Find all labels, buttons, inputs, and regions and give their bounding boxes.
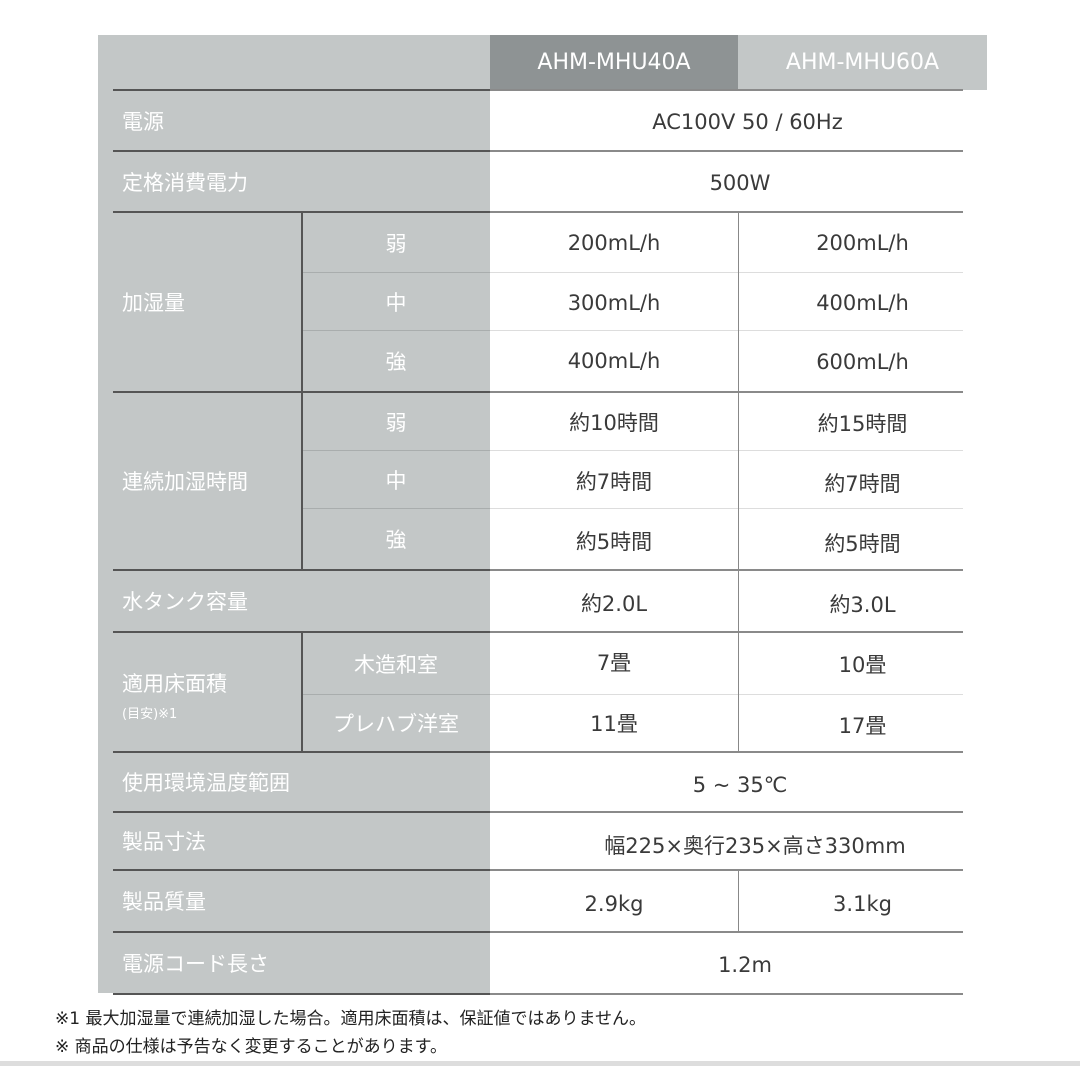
divider: [113, 993, 490, 995]
sub-divider: [302, 272, 490, 273]
v-divider: [738, 571, 739, 751]
v-divider: [738, 213, 739, 569]
level: 強: [385, 350, 407, 374]
value: 10畳: [838, 653, 887, 677]
value: 600mL/h: [816, 350, 909, 374]
bottom-bar: [0, 1061, 1080, 1066]
label-weight: 製品質量: [122, 890, 206, 914]
level: 弱: [385, 410, 407, 435]
value: 約3.0L: [829, 593, 896, 617]
label-tank: 水タンク容量: [122, 590, 248, 614]
divider: [113, 89, 490, 91]
divider: [490, 751, 963, 753]
level: 中: [385, 468, 407, 493]
value: 11畳: [590, 712, 638, 736]
v-divider: [738, 871, 739, 931]
value: 約7時間: [575, 470, 653, 494]
value-size: 幅225×奥行235×高さ330mm: [604, 834, 906, 858]
sub-divider: [302, 330, 490, 331]
value: 約15時間: [817, 412, 908, 436]
divider: [113, 811, 490, 813]
divider: [490, 89, 963, 91]
value: 2.9kg: [584, 892, 644, 916]
label-humidify: 加湿量: [122, 291, 185, 315]
level: 弱: [385, 231, 407, 256]
v-divider: [301, 393, 303, 569]
divider: [113, 391, 490, 393]
header-model-b: AHM-MHU60A: [785, 50, 940, 75]
divider: [113, 569, 490, 571]
label-cord: 電源コード長さ: [122, 952, 269, 976]
value-power: AC100V 50 / 60Hz: [652, 110, 843, 134]
value: 300mL/h: [567, 291, 661, 315]
header-model-a-bg: [490, 35, 738, 90]
label-consumption: 定格消費電力: [122, 170, 248, 195]
value: 400mL/h: [816, 291, 909, 315]
sub-divider: [302, 450, 490, 451]
v-divider: [301, 213, 303, 391]
label-size: 製品寸法: [122, 830, 206, 854]
divider: [490, 211, 963, 213]
label-power: 電源: [122, 109, 164, 134]
footnote: ※1 最大加湿量で連続加湿した場合。適用床面積は、保証値ではありません。: [55, 1009, 646, 1029]
divider: [113, 150, 490, 152]
value: 400mL/h: [567, 349, 661, 373]
value: 200mL/h: [816, 230, 909, 255]
value: 約2.0L: [580, 592, 648, 616]
level: 中: [385, 290, 407, 315]
sub-divider: [490, 272, 963, 273]
divider: [113, 869, 490, 871]
footnote: ※ 商品の仕様は予告なく変更することがあります。: [55, 1037, 447, 1057]
sub-divider: [490, 450, 963, 451]
level: プレハブ洋室: [333, 712, 459, 736]
divider: [490, 869, 963, 871]
label-area: 適用床面積: [122, 672, 227, 696]
label-temp: 使用環境温度範囲: [122, 771, 290, 795]
label-area-note: (目安)※1: [122, 707, 178, 722]
sub-divider: [302, 694, 490, 695]
value: 200mL/h: [567, 230, 661, 255]
divider: [490, 931, 963, 933]
v-divider: [301, 633, 303, 751]
value-temp: 5 ~ 35℃: [692, 773, 788, 797]
divider: [490, 811, 963, 813]
value: 約5時間: [824, 532, 901, 556]
divider: [490, 150, 963, 152]
value: 約10時間: [569, 410, 659, 435]
sub-divider: [490, 330, 963, 331]
value-cord: 1.2m: [718, 953, 772, 977]
level: 強: [385, 528, 407, 552]
divider: [490, 993, 963, 995]
sub-divider: [302, 508, 490, 509]
divider: [113, 631, 490, 633]
sub-divider: [490, 508, 963, 509]
level: 木造和室: [354, 652, 438, 677]
divider: [490, 391, 963, 393]
label-continuous: 連続加湿時間: [122, 470, 248, 494]
value: 17畳: [838, 714, 887, 738]
label-column-bg: [98, 35, 490, 993]
divider: [490, 631, 963, 633]
divider: [113, 931, 490, 933]
value: 約7時間: [824, 472, 901, 496]
value-consumption: 500W: [709, 171, 771, 195]
sub-divider: [490, 694, 963, 695]
divider: [490, 569, 963, 571]
value: 3.1kg: [833, 892, 892, 916]
divider: [113, 751, 490, 753]
header-model-b-bg: [738, 35, 987, 90]
value: 約5時間: [575, 530, 653, 554]
value: 7畳: [596, 651, 632, 675]
divider: [113, 211, 490, 213]
header-model-a: AHM-MHU40A: [537, 50, 691, 75]
